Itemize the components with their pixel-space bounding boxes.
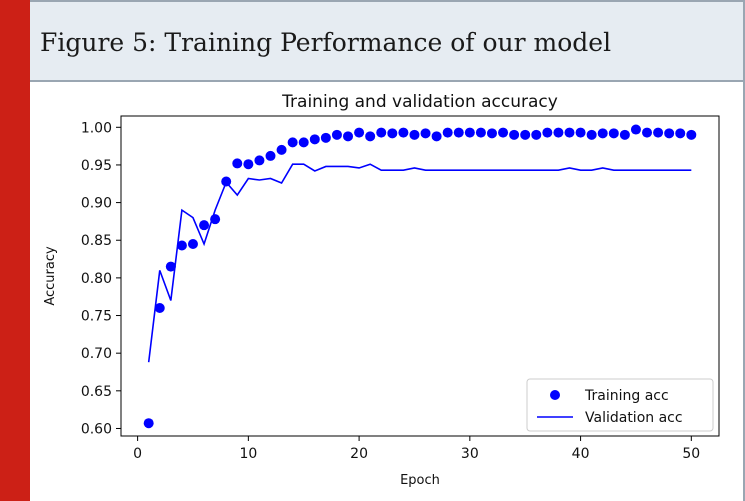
training-acc-point (365, 131, 376, 142)
y-tick-label: 0.60 (81, 421, 112, 437)
x-tick-label: 10 (239, 446, 257, 462)
y-tick-label: 0.85 (81, 233, 112, 249)
plot-area (120, 115, 720, 437)
x-axis: 0 10 20 30 40 50 (133, 436, 700, 462)
training-acc-point (453, 127, 464, 138)
training-acc-point (486, 128, 497, 139)
training-acc-point (187, 239, 198, 249)
y-tick-label: 0.95 (81, 158, 112, 174)
training-acc-point (597, 128, 608, 139)
training-acc-point (265, 150, 276, 161)
y-axis-label: Accuracy (43, 246, 58, 306)
training-acc-point (154, 303, 165, 313)
x-tick-label: 40 (572, 446, 590, 462)
x-tick-label: 0 (133, 446, 142, 462)
training-acc-point (199, 220, 210, 231)
training-acc-point (210, 214, 221, 225)
x-axis-label: Epoch (400, 473, 440, 488)
training-acc-point (675, 128, 686, 139)
figure-caption: Figure 5: Training Performance of our mo… (40, 28, 612, 57)
training-acc-point (254, 155, 265, 166)
x-tick-label: 30 (461, 446, 479, 462)
y-tick-label: 0.80 (81, 271, 112, 287)
training-acc-point (431, 131, 442, 142)
legend-label-validation: Validation acc (585, 410, 683, 426)
x-tick-label: 20 (350, 446, 368, 462)
right-border (743, 0, 745, 501)
training-acc-point (475, 127, 486, 138)
x-tick-label: 50 (682, 446, 700, 462)
training-acc-point (575, 127, 586, 138)
y-tick-label: 1.00 (81, 120, 112, 136)
training-acc-point (420, 128, 431, 139)
y-tick-label: 0.75 (81, 309, 112, 325)
accent-bar (0, 0, 30, 501)
legend-marker-training (550, 390, 560, 400)
training-acc-point (309, 134, 320, 145)
training-acc-point (442, 127, 453, 138)
training-acc-point (686, 129, 697, 140)
training-acc-point (232, 158, 243, 169)
training-acc-point (354, 127, 365, 138)
training-acc-point (531, 129, 542, 140)
training-acc-point (664, 128, 675, 139)
training-acc-point (619, 129, 630, 140)
training-acc-point (653, 127, 664, 138)
training-acc-point (630, 124, 641, 135)
legend-box (526, 378, 714, 432)
training-acc-point (564, 127, 575, 138)
training-acc-point (276, 144, 287, 155)
training-acc-point (243, 159, 254, 170)
legend-label-training: Training acc (584, 388, 669, 404)
training-acc-point (143, 418, 154, 429)
training-acc-point (542, 127, 553, 138)
training-acc-point (376, 127, 387, 138)
training-acc-point (331, 129, 342, 140)
training-acc-point (320, 132, 331, 143)
y-tick-label: 0.70 (81, 346, 112, 362)
training-acc-point (586, 129, 597, 140)
legend: Training acc Validation acc (526, 378, 714, 432)
training-acc-point (287, 137, 298, 148)
training-acc-point (498, 127, 509, 138)
training-acc-point (608, 128, 619, 139)
training-acc-point (387, 128, 398, 139)
training-acc-point (221, 176, 232, 187)
y-tick-label: 0.90 (81, 196, 112, 212)
accuracy-chart: Training and validation accuracy 0 10 20 30… (43, 92, 720, 488)
training-acc-point (398, 127, 409, 138)
training-acc-point (409, 129, 420, 140)
training-acc-point (553, 127, 564, 138)
training-acc-point (642, 127, 653, 138)
y-tick-label: 0.65 (81, 384, 112, 400)
training-acc-point (165, 261, 176, 272)
y-axis: 0.60 0.65 0.70 0.75 0.80 0.85 0.90 0.95 1.00 (81, 120, 121, 437)
figure-header: Figure 5: Training Performance of our mo… (30, 0, 745, 82)
training-acc-point (509, 129, 520, 140)
validation-acc-line (147, 163, 692, 363)
training-acc-point (520, 129, 531, 140)
training-acc-point (343, 131, 354, 142)
series-layer (143, 124, 697, 429)
training-acc-point (464, 127, 475, 138)
training-acc-point (298, 137, 309, 148)
chart-title: Training and validation accuracy (281, 92, 558, 112)
training-acc-point (176, 240, 187, 251)
